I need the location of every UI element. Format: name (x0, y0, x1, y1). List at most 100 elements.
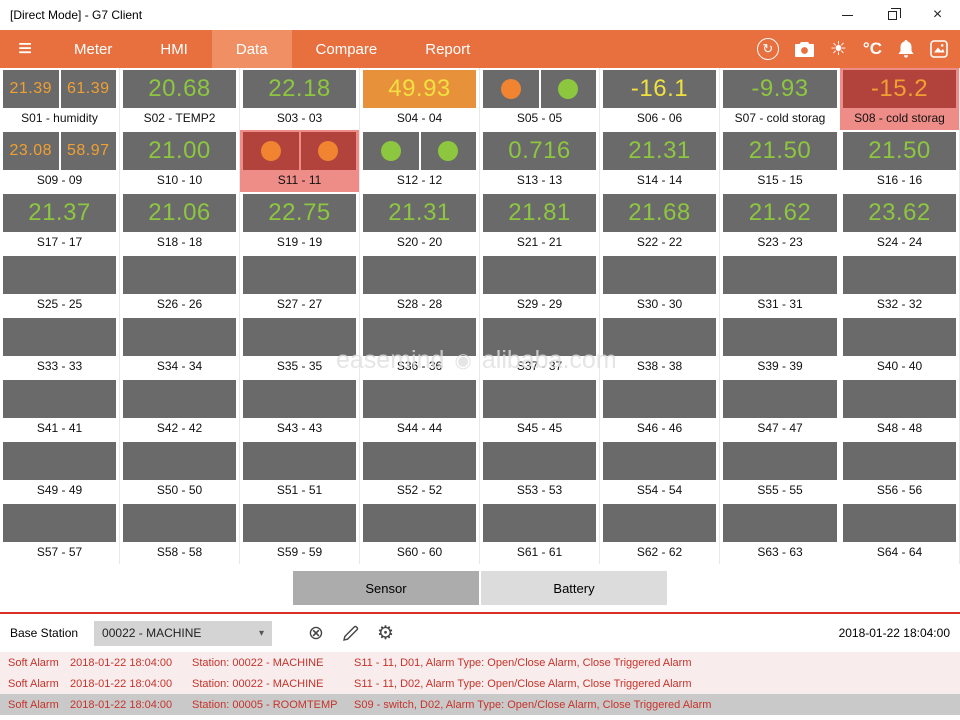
sensor-tile[interactable]: S28 - 28 (360, 254, 480, 316)
sensor-tile[interactable]: 23.62 S24 - 24 (840, 192, 960, 254)
sensor-tile[interactable]: 22.75 S19 - 19 (240, 192, 360, 254)
sensor-tile[interactable]: S60 - 60 (360, 502, 480, 564)
tab-meter[interactable]: Meter (74, 40, 113, 58)
screenshot-image-icon[interactable] (930, 40, 948, 58)
tab-data[interactable]: Data (211, 30, 292, 68)
sensor-tile[interactable]: S37 - 37 (480, 316, 600, 378)
alarm-log-row[interactable]: Soft Alarm 2018-01-22 18:04:00 Station: 00… (0, 694, 960, 715)
sensor-tile[interactable]: 21.00 S10 - 10 (120, 130, 240, 192)
sensor-tile[interactable]: S53 - 53 (480, 440, 600, 502)
alarm-bell-icon[interactable] (898, 40, 914, 58)
sensor-tile[interactable]: 21.81 S21 - 21 (480, 192, 600, 254)
sensor-tile[interactable]: 21.31 S14 - 14 (600, 130, 720, 192)
sensor-tile[interactable]: S47 - 47 (720, 378, 840, 440)
gear-icon[interactable]: ⚙ (376, 622, 395, 644)
sensor-label: S15 - 15 (757, 173, 803, 187)
sensor-tile[interactable]: S44 - 44 (360, 378, 480, 440)
tab-hmi[interactable]: HMI (160, 40, 188, 58)
battery-tab-button[interactable]: Battery (481, 571, 667, 605)
sensor-tile[interactable]: 21.39 61.39 S01 - humidity (0, 68, 120, 130)
brightness-icon[interactable]: ☀ (829, 38, 847, 60)
temperature-unit-icon[interactable]: °C (862, 39, 882, 58)
sensor-tile[interactable]: S29 - 29 (480, 254, 600, 316)
sensor-tile[interactable]: 0.716 S13 - 13 (480, 130, 600, 192)
sensor-tile[interactable]: S50 - 50 (120, 440, 240, 502)
sensor-tile[interactable]: 49.93 S04 - 04 (360, 68, 480, 130)
sensor-tile[interactable]: 21.50 S15 - 15 (720, 130, 840, 192)
sensor-tile[interactable]: S43 - 43 (240, 378, 360, 440)
restore-button[interactable] (870, 0, 915, 30)
sensor-tile[interactable]: S38 - 38 (600, 316, 720, 378)
sensor-tile[interactable]: S59 - 59 (240, 502, 360, 564)
sync-icon[interactable]: ↻ (756, 38, 779, 60)
sensor-tile[interactable]: S52 - 52 (360, 440, 480, 502)
sensor-tile[interactable]: S25 - 25 (0, 254, 120, 316)
tab-compare[interactable]: Compare (315, 40, 378, 58)
minimize-button[interactable] (825, 0, 870, 30)
sensor-tile[interactable]: -16.1 S06 - 06 (600, 68, 720, 130)
close-icon: × (932, 6, 943, 23)
sensor-tile[interactable]: S39 - 39 (720, 316, 840, 378)
sensor-tile[interactable]: S33 - 33 (0, 316, 120, 378)
edit-pencil-icon[interactable] (342, 625, 359, 642)
sensor-value-box: -9.93 (723, 70, 837, 108)
sensor-tile[interactable]: S64 - 64 (840, 502, 960, 564)
sensor-tile[interactable]: S32 - 32 (840, 254, 960, 316)
sensor-tile[interactable]: S11 - 11 (240, 130, 360, 192)
sensor-tile[interactable]: 21.68 S22 - 22 (600, 192, 720, 254)
sensor-tile[interactable]: S27 - 27 (240, 254, 360, 316)
sensor-tile[interactable]: 21.50 S16 - 16 (840, 130, 960, 192)
sensor-tile[interactable]: 22.18 S03 - 03 (240, 68, 360, 130)
sensor-tile[interactable]: S34 - 34 (120, 316, 240, 378)
sensor-value-box: -15.2 (843, 70, 956, 108)
sensor-tile[interactable]: S12 - 12 (360, 130, 480, 192)
sensor-tile[interactable]: -15.2 S08 - cold storag (840, 68, 960, 130)
sensor-tile[interactable]: S56 - 56 (840, 440, 960, 502)
sensor-tile[interactable]: 23.08 58.97 S09 - 09 (0, 130, 120, 192)
sensor-tile[interactable]: 21.37 S17 - 17 (0, 192, 120, 254)
sensor-tile[interactable]: S05 - 05 (480, 68, 600, 130)
hamburger-menu-icon[interactable]: ≡ (18, 35, 33, 62)
alarm-log-row[interactable]: Soft Alarm 2018-01-22 18:04:00 Station: 00… (0, 652, 960, 673)
sensor-label: S42 - 42 (156, 421, 203, 435)
sensor-value-box (843, 504, 956, 542)
sensor-tile[interactable]: S46 - 46 (600, 378, 720, 440)
sensor-tile[interactable]: S63 - 63 (720, 502, 840, 564)
sensor-value-boxes: 21.62 (723, 194, 837, 232)
tab-report[interactable]: Report (425, 40, 471, 58)
sensor-tile[interactable]: S35 - 35 (240, 316, 360, 378)
sensor-tile[interactable]: S40 - 40 (840, 316, 960, 378)
sensor-tile[interactable]: 20.68 S02 - TEMP2 (120, 68, 240, 130)
sensor-tile[interactable]: S49 - 49 (0, 440, 120, 502)
sensor-tile[interactable]: 21.31 S20 - 20 (360, 192, 480, 254)
sensor-tile[interactable]: S62 - 62 (600, 502, 720, 564)
sensor-value-box (243, 442, 356, 480)
close-circle-icon[interactable]: ⊗ (308, 622, 324, 644)
sensor-tile[interactable]: 21.62 S23 - 23 (720, 192, 840, 254)
sensor-tile[interactable]: S57 - 57 (0, 502, 120, 564)
sensor-tab-button[interactable]: Sensor (293, 571, 479, 605)
sensor-tile[interactable]: 21.06 S18 - 18 (120, 192, 240, 254)
sensor-tile[interactable]: S58 - 58 (120, 502, 240, 564)
sensor-tile[interactable]: S31 - 31 (720, 254, 840, 316)
sensor-tile[interactable]: S36 - 36 (360, 316, 480, 378)
sensor-tile[interactable]: S48 - 48 (840, 378, 960, 440)
sensor-tile[interactable]: S61 - 61 (480, 502, 600, 564)
camera-icon[interactable] (794, 41, 814, 57)
sensor-tile[interactable]: S30 - 30 (600, 254, 720, 316)
close-button[interactable]: × (915, 0, 960, 30)
sensor-tile[interactable]: S51 - 51 (240, 440, 360, 502)
sensor-tile[interactable]: S41 - 41 (0, 378, 120, 440)
sensor-tile[interactable]: S26 - 26 (120, 254, 240, 316)
sensor-tile[interactable]: S55 - 55 (720, 440, 840, 502)
sensor-tile[interactable]: -9.93 S07 - cold storag (720, 68, 840, 130)
sensor-value-box (483, 504, 596, 542)
sensor-label: S01 - humidity (21, 111, 98, 125)
sensor-label: S17 - 17 (36, 235, 83, 249)
base-station-dropdown[interactable]: 00022 - MACHINE ▾ (94, 620, 273, 646)
sensor-tile[interactable]: S45 - 45 (480, 378, 600, 440)
sensor-value-boxes (243, 318, 356, 356)
sensor-tile[interactable]: S54 - 54 (600, 440, 720, 502)
sensor-tile[interactable]: S42 - 42 (120, 378, 240, 440)
alarm-log-row[interactable]: Soft Alarm 2018-01-22 18:04:00 Station: 00… (0, 673, 960, 694)
